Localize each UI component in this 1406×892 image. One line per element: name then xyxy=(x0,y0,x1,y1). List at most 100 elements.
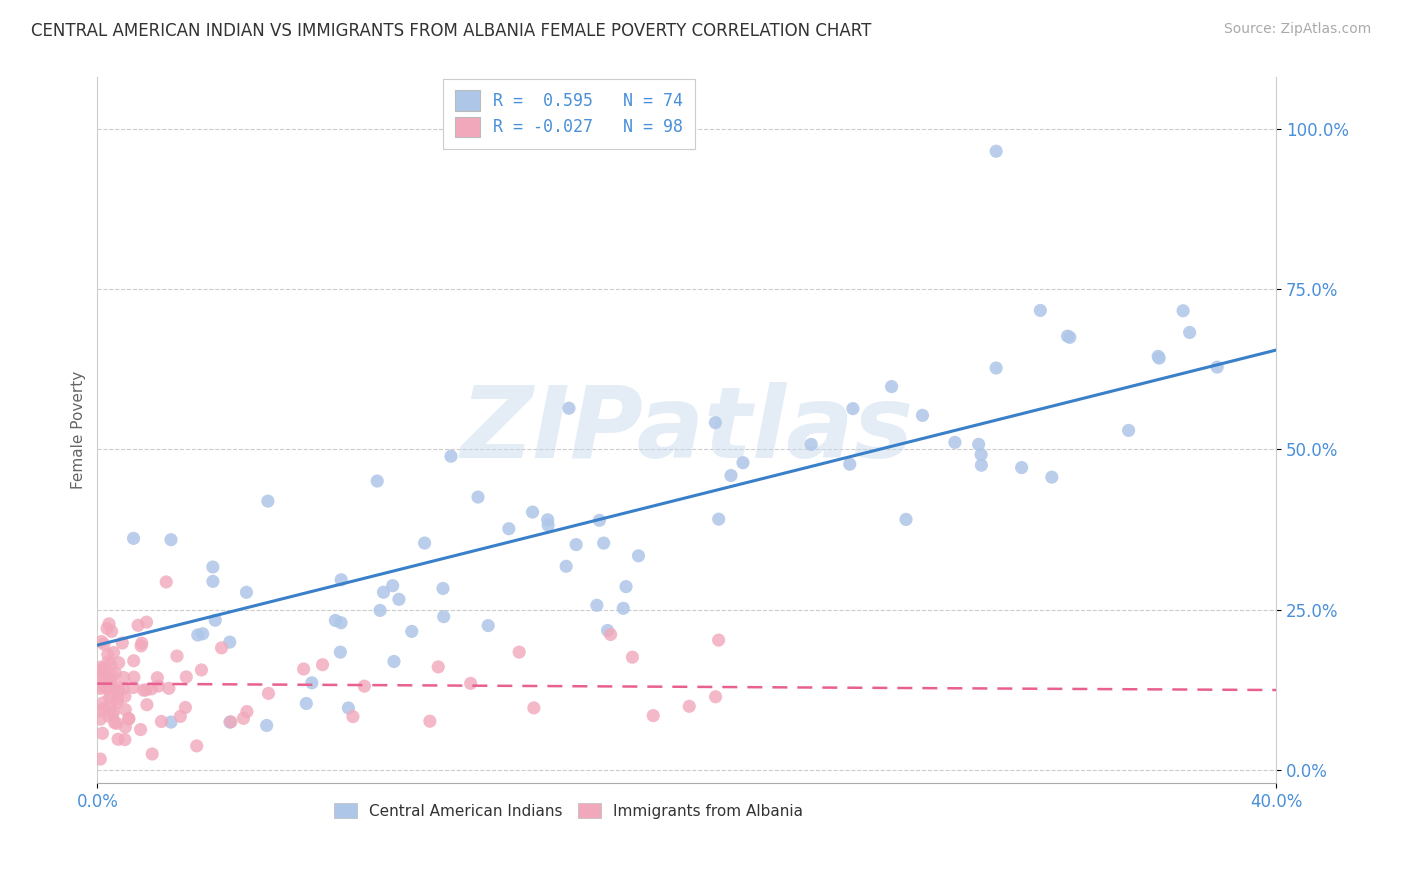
Point xyxy=(943,435,966,450)
Point xyxy=(627,549,650,563)
Point xyxy=(112,671,135,685)
Point xyxy=(911,409,934,423)
Point xyxy=(704,416,727,430)
Point xyxy=(160,715,183,730)
Point xyxy=(91,696,114,710)
Point xyxy=(236,705,259,719)
Point xyxy=(129,723,152,737)
Text: ZIPatlas: ZIPatlas xyxy=(460,382,914,479)
Point xyxy=(101,707,124,722)
Point xyxy=(96,680,118,694)
Point xyxy=(433,609,456,624)
Point xyxy=(97,682,120,697)
Point xyxy=(1029,303,1052,318)
Point xyxy=(96,621,118,635)
Point xyxy=(97,648,120,662)
Point xyxy=(122,670,145,684)
Point xyxy=(508,645,530,659)
Point xyxy=(588,513,610,527)
Point xyxy=(1118,424,1140,438)
Point xyxy=(537,518,560,533)
Point xyxy=(1147,351,1170,365)
Point xyxy=(100,686,122,700)
Point xyxy=(122,532,145,546)
Point xyxy=(232,711,254,725)
Point xyxy=(104,666,127,681)
Point xyxy=(1040,470,1063,484)
Point xyxy=(201,560,224,574)
Point xyxy=(141,681,163,696)
Point xyxy=(98,690,121,705)
Point xyxy=(984,145,1007,159)
Point xyxy=(1011,460,1033,475)
Point xyxy=(432,582,454,596)
Point xyxy=(413,536,436,550)
Point xyxy=(1206,360,1229,375)
Point xyxy=(100,667,122,681)
Point xyxy=(967,437,990,451)
Point xyxy=(1178,326,1201,340)
Point xyxy=(89,681,111,696)
Point xyxy=(382,655,405,669)
Point xyxy=(90,634,112,648)
Point xyxy=(89,704,111,718)
Point xyxy=(678,699,700,714)
Point xyxy=(91,662,114,676)
Point xyxy=(427,660,450,674)
Point xyxy=(118,712,141,726)
Point xyxy=(342,709,364,723)
Point xyxy=(93,701,115,715)
Point xyxy=(100,674,122,689)
Point xyxy=(522,505,544,519)
Point xyxy=(146,671,169,685)
Point xyxy=(111,636,134,650)
Legend: Central American Indians, Immigrants from Albania: Central American Indians, Immigrants fro… xyxy=(328,797,810,825)
Point xyxy=(141,747,163,761)
Point xyxy=(498,522,520,536)
Point xyxy=(537,513,560,527)
Point xyxy=(592,536,614,550)
Point xyxy=(107,656,129,670)
Point xyxy=(555,559,578,574)
Point xyxy=(301,675,323,690)
Point xyxy=(219,715,242,730)
Point xyxy=(401,624,423,639)
Point xyxy=(219,714,242,729)
Point xyxy=(235,585,257,599)
Point xyxy=(131,636,153,650)
Point xyxy=(107,732,129,747)
Point xyxy=(984,361,1007,376)
Text: Source: ZipAtlas.com: Source: ZipAtlas.com xyxy=(1223,22,1371,37)
Point xyxy=(707,512,730,526)
Text: CENTRAL AMERICAN INDIAN VS IMMIGRANTS FROM ALBANIA FEMALE POVERTY CORRELATION CH: CENTRAL AMERICAN INDIAN VS IMMIGRANTS FR… xyxy=(31,22,872,40)
Point xyxy=(166,648,188,663)
Point xyxy=(381,579,404,593)
Point xyxy=(90,660,112,674)
Point xyxy=(89,712,111,726)
Point xyxy=(105,683,128,698)
Point xyxy=(89,679,111,693)
Point xyxy=(174,700,197,714)
Point xyxy=(127,618,149,632)
Point xyxy=(114,732,136,747)
Point xyxy=(707,633,730,648)
Point xyxy=(565,538,588,552)
Point xyxy=(91,676,114,690)
Point xyxy=(122,681,145,695)
Point xyxy=(97,671,120,685)
Point xyxy=(93,637,115,651)
Point xyxy=(90,667,112,681)
Point xyxy=(1171,303,1194,318)
Point xyxy=(1059,330,1081,344)
Point xyxy=(89,752,111,766)
Point xyxy=(720,468,742,483)
Point xyxy=(187,628,209,642)
Point xyxy=(135,682,157,697)
Point xyxy=(107,684,129,698)
Point xyxy=(160,533,183,547)
Point xyxy=(218,635,240,649)
Point xyxy=(366,474,388,488)
Point xyxy=(704,690,727,704)
Point xyxy=(419,714,441,729)
Point xyxy=(329,645,352,659)
